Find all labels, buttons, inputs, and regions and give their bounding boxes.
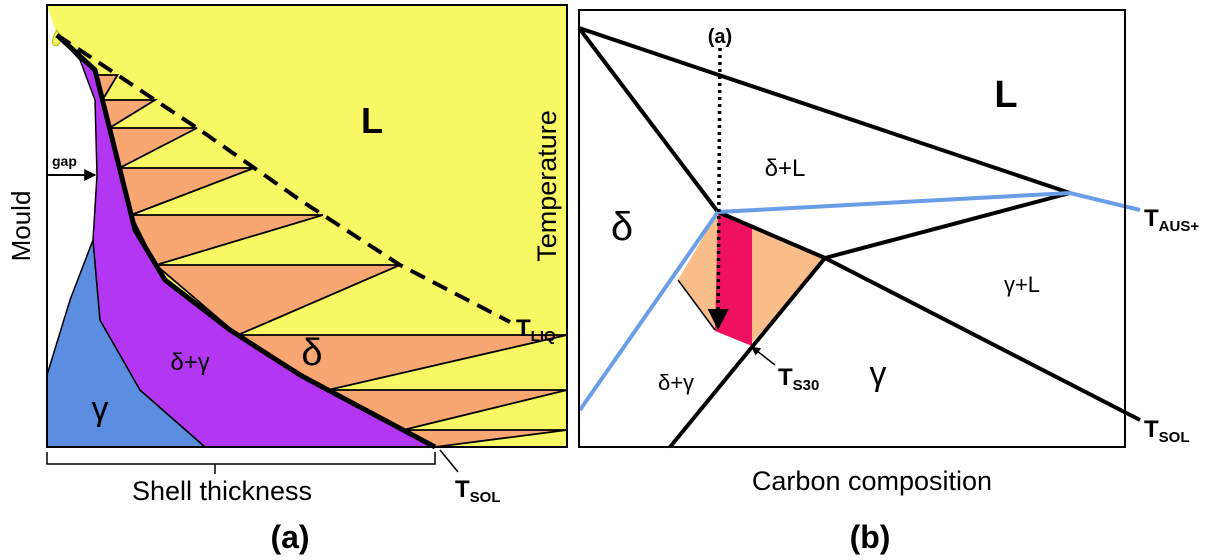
delta-gamma-label: δ+γ [658, 370, 694, 395]
x-axis-label: Shell thickness [132, 476, 312, 506]
figure: gap Mould L δ+γ γ δ TLIQ TSOL Shell thic… [0, 0, 1231, 560]
t-sol-label: TSOL [455, 476, 501, 506]
liquid-label: L [994, 74, 1017, 116]
s30-band [715, 212, 752, 346]
t-sol-label: TSOL [1144, 416, 1190, 446]
panel-a: gap Mould L δ+γ γ δ TLIQ TSOL Shell thic… [6, 5, 567, 555]
t-s30-symbol: T [778, 364, 793, 391]
t-liq-symbol: T [516, 315, 531, 342]
gamma-liquid-label: γ+L [1004, 272, 1040, 297]
panel-b: (a) Temperature L δ+L δ γ+L δ+γ γ TAUS+ … [532, 10, 1199, 555]
y-axis-label: Temperature [532, 110, 562, 262]
x-axis-label: Carbon composition [752, 466, 992, 496]
caption-a: (a) [270, 519, 309, 555]
t-liq-subscript: LIQ [531, 328, 556, 345]
shell-thickness-bracket [47, 452, 435, 474]
delta-gamma-label: δ+γ [170, 349, 209, 376]
t-sol-subscript: SOL [470, 489, 501, 506]
t-sol-symbol: T [455, 476, 470, 503]
t-sol-subscript: SOL [1159, 429, 1190, 446]
t-aus-subscript: AUS+ [1159, 218, 1200, 235]
delta-liquid-label: δ+L [765, 155, 806, 182]
gamma-label: γ [92, 390, 109, 428]
t-s30-subscript: S30 [793, 377, 820, 394]
t-sol-symbol: T [1144, 416, 1159, 443]
gamma-label: γ [870, 355, 887, 393]
t-aus-symbol: T [1144, 205, 1159, 232]
path-label: (a) [708, 26, 732, 48]
t-aus-label: TAUS+ [1144, 205, 1199, 235]
delta-label: δ [611, 205, 633, 249]
t-sol-pointer [440, 450, 458, 472]
mould-label: Mould [6, 191, 36, 262]
caption-b: (b) [850, 519, 891, 555]
liquid-label: L [361, 100, 383, 141]
gap-label: gap [52, 153, 77, 169]
delta-label: δ [301, 332, 322, 374]
